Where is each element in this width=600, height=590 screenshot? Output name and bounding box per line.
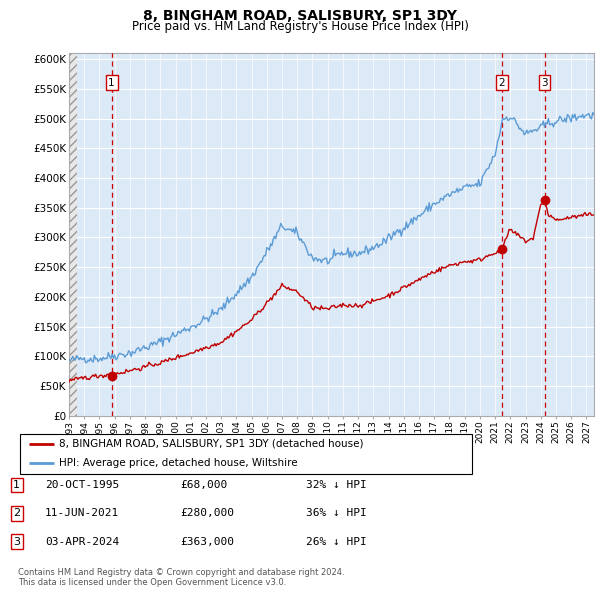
Text: £68,000: £68,000 [180, 480, 227, 490]
Text: 11-JUN-2021: 11-JUN-2021 [45, 509, 119, 518]
Text: £363,000: £363,000 [180, 537, 234, 546]
Text: 1: 1 [13, 480, 20, 490]
Text: 2: 2 [13, 509, 20, 518]
Text: 26% ↓ HPI: 26% ↓ HPI [306, 537, 367, 546]
Text: Contains HM Land Registry data © Crown copyright and database right 2024.
This d: Contains HM Land Registry data © Crown c… [18, 568, 344, 587]
Text: 8, BINGHAM ROAD, SALISBURY, SP1 3DY (detached house): 8, BINGHAM ROAD, SALISBURY, SP1 3DY (det… [59, 439, 364, 449]
Text: 3: 3 [13, 537, 20, 546]
Text: 1: 1 [108, 78, 115, 88]
Text: Price paid vs. HM Land Registry's House Price Index (HPI): Price paid vs. HM Land Registry's House … [131, 20, 469, 33]
Text: 32% ↓ HPI: 32% ↓ HPI [306, 480, 367, 490]
Text: 36% ↓ HPI: 36% ↓ HPI [306, 509, 367, 518]
FancyBboxPatch shape [20, 434, 472, 474]
Text: 03-APR-2024: 03-APR-2024 [45, 537, 119, 546]
Bar [69, 53, 77, 416]
Text: 8, BINGHAM ROAD, SALISBURY, SP1 3DY: 8, BINGHAM ROAD, SALISBURY, SP1 3DY [143, 9, 457, 23]
Text: £280,000: £280,000 [180, 509, 234, 518]
Text: HPI: Average price, detached house, Wiltshire: HPI: Average price, detached house, Wilt… [59, 458, 298, 468]
Text: 3: 3 [541, 78, 548, 88]
Text: 2: 2 [499, 78, 505, 88]
Text: 20-OCT-1995: 20-OCT-1995 [45, 480, 119, 490]
